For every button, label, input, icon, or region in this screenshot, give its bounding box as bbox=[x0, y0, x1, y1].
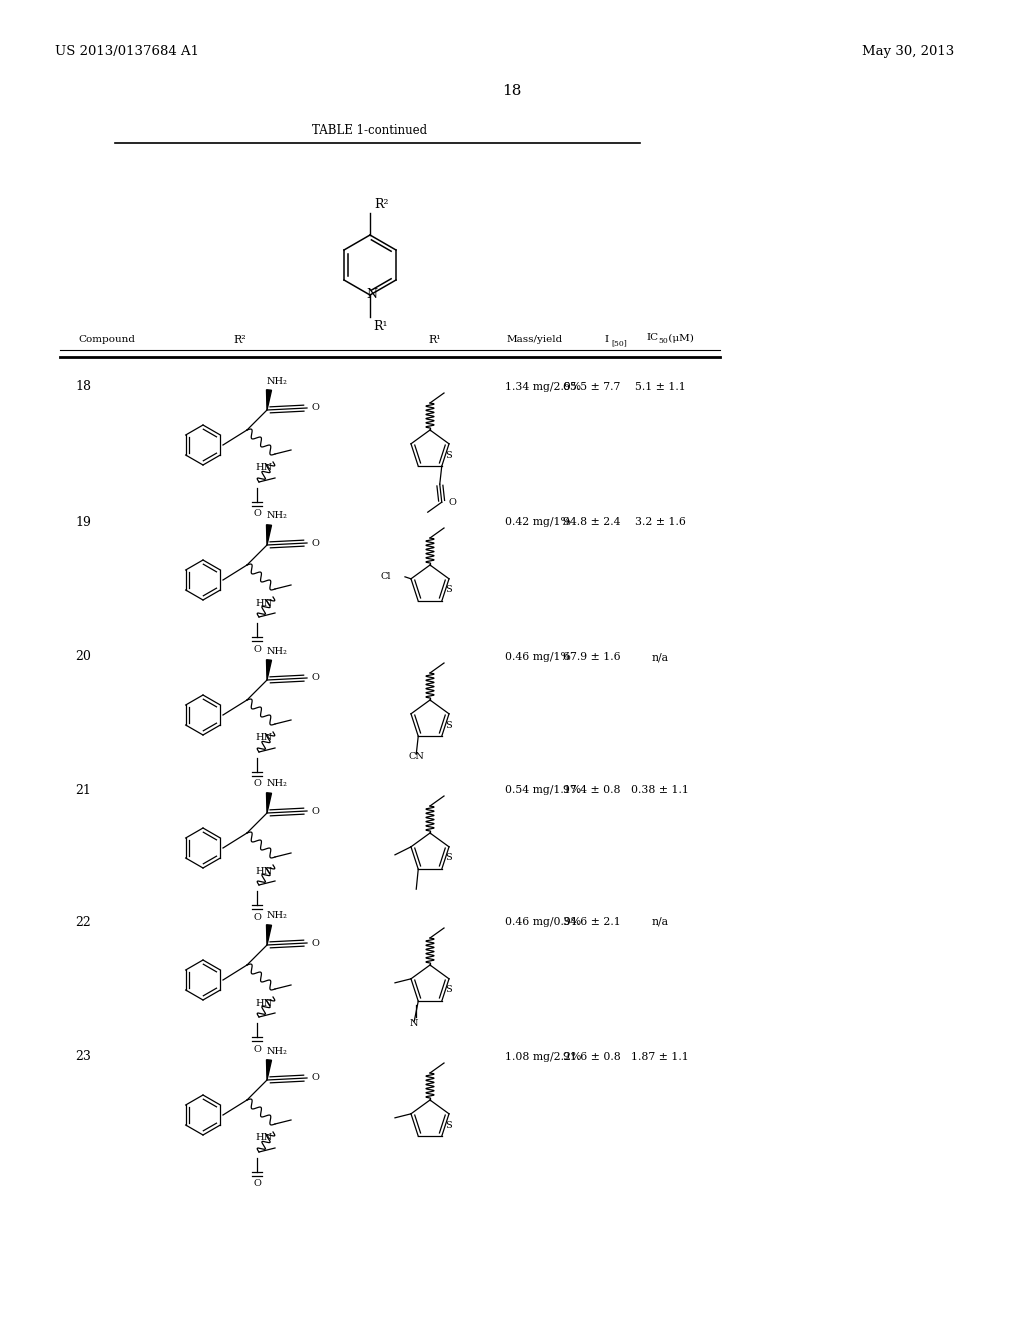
Text: S: S bbox=[445, 854, 452, 862]
Text: HN: HN bbox=[255, 1134, 272, 1143]
Text: I: I bbox=[604, 335, 608, 345]
Text: HN: HN bbox=[255, 598, 272, 607]
Text: O: O bbox=[312, 404, 319, 412]
Text: [50]: [50] bbox=[611, 339, 627, 347]
Text: O: O bbox=[312, 1073, 319, 1082]
Text: HN: HN bbox=[255, 463, 272, 473]
Polygon shape bbox=[266, 1060, 271, 1080]
Text: O: O bbox=[312, 673, 319, 682]
Text: N: N bbox=[367, 289, 378, 301]
Text: 94.8 ± 2.4: 94.8 ± 2.4 bbox=[563, 517, 621, 527]
Text: 97.4 ± 0.8: 97.4 ± 0.8 bbox=[563, 785, 621, 795]
Text: 0.38 ± 1.1: 0.38 ± 1.1 bbox=[631, 785, 689, 795]
Text: 0.46 mg/0.9%: 0.46 mg/0.9% bbox=[505, 917, 582, 927]
Text: 34.6 ± 2.1: 34.6 ± 2.1 bbox=[563, 917, 621, 927]
Text: R¹: R¹ bbox=[429, 335, 441, 345]
Text: S: S bbox=[445, 586, 452, 594]
Text: 20: 20 bbox=[75, 651, 91, 664]
Text: HN: HN bbox=[255, 998, 272, 1007]
Text: (μM): (μM) bbox=[665, 334, 694, 343]
Text: US 2013/0137684 A1: US 2013/0137684 A1 bbox=[55, 45, 199, 58]
Text: O: O bbox=[253, 510, 261, 519]
Text: O: O bbox=[312, 539, 319, 548]
Text: NH₂: NH₂ bbox=[266, 1047, 288, 1056]
Text: TABLE 1-continued: TABLE 1-continued bbox=[312, 124, 428, 136]
Text: O: O bbox=[253, 1044, 261, 1053]
Text: O: O bbox=[253, 912, 261, 921]
Text: 22: 22 bbox=[75, 916, 91, 928]
Text: 5.1 ± 1.1: 5.1 ± 1.1 bbox=[635, 381, 685, 392]
Text: S: S bbox=[445, 986, 452, 994]
Text: n/a: n/a bbox=[651, 917, 669, 927]
Text: 1.08 mg/2.2%: 1.08 mg/2.2% bbox=[505, 1052, 582, 1063]
Text: 91.6 ± 0.8: 91.6 ± 0.8 bbox=[563, 1052, 621, 1063]
Text: R²: R² bbox=[233, 335, 247, 345]
Text: 0.46 mg/1%: 0.46 mg/1% bbox=[505, 652, 570, 663]
Text: 18: 18 bbox=[503, 84, 521, 98]
Text: HN: HN bbox=[255, 866, 272, 875]
Text: 67.9 ± 1.6: 67.9 ± 1.6 bbox=[563, 652, 621, 663]
Text: 65.5 ± 7.7: 65.5 ± 7.7 bbox=[563, 381, 621, 392]
Text: R¹: R¹ bbox=[373, 319, 387, 333]
Text: S: S bbox=[445, 450, 452, 459]
Text: NH₂: NH₂ bbox=[266, 376, 288, 385]
Text: 3.2 ± 1.6: 3.2 ± 1.6 bbox=[635, 517, 685, 527]
Text: 1.34 mg/2.9%: 1.34 mg/2.9% bbox=[505, 381, 582, 392]
Text: Cl: Cl bbox=[381, 573, 391, 581]
Text: IC: IC bbox=[646, 334, 658, 342]
Text: S: S bbox=[445, 721, 452, 730]
Text: 18: 18 bbox=[75, 380, 91, 393]
Text: S: S bbox=[445, 1121, 452, 1130]
Text: NH₂: NH₂ bbox=[266, 511, 288, 520]
Polygon shape bbox=[266, 660, 271, 680]
Text: Mass/yield: Mass/yield bbox=[507, 335, 563, 345]
Text: 21: 21 bbox=[75, 784, 91, 796]
Text: O: O bbox=[449, 498, 457, 507]
Text: 1.87 ± 1.1: 1.87 ± 1.1 bbox=[631, 1052, 689, 1063]
Text: O: O bbox=[312, 939, 319, 948]
Text: NH₂: NH₂ bbox=[266, 780, 288, 788]
Text: HN: HN bbox=[255, 734, 272, 742]
Text: 0.54 mg/1.1%: 0.54 mg/1.1% bbox=[505, 785, 582, 795]
Polygon shape bbox=[266, 793, 271, 813]
Text: O: O bbox=[253, 780, 261, 788]
Text: 50: 50 bbox=[658, 337, 668, 345]
Text: CN: CN bbox=[409, 751, 424, 760]
Text: O: O bbox=[253, 644, 261, 653]
Text: 23: 23 bbox=[75, 1051, 91, 1064]
Text: NH₂: NH₂ bbox=[266, 647, 288, 656]
Text: Compound: Compound bbox=[78, 335, 135, 345]
Text: N: N bbox=[410, 1019, 419, 1028]
Polygon shape bbox=[266, 389, 271, 411]
Text: n/a: n/a bbox=[651, 652, 669, 663]
Text: NH₂: NH₂ bbox=[266, 912, 288, 920]
Text: O: O bbox=[253, 1180, 261, 1188]
Polygon shape bbox=[266, 525, 271, 545]
Text: R²: R² bbox=[374, 198, 388, 211]
Text: 0.42 mg/1%: 0.42 mg/1% bbox=[505, 517, 570, 527]
Polygon shape bbox=[266, 925, 271, 945]
Text: 19: 19 bbox=[75, 516, 91, 528]
Text: May 30, 2013: May 30, 2013 bbox=[862, 45, 954, 58]
Text: O: O bbox=[312, 807, 319, 816]
